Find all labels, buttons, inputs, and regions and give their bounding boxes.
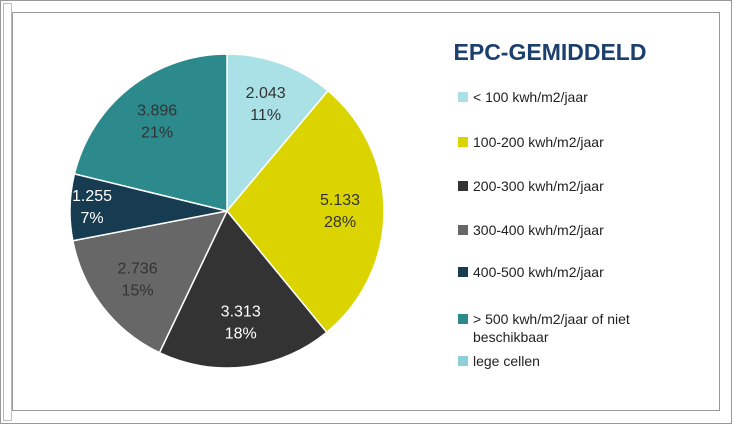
legend-label: 100-200 kwh/m2/jaar	[473, 134, 604, 150]
percent-label: 18%	[225, 325, 257, 342]
legend-label: < 100 kwh/m2/jaar	[473, 89, 588, 105]
pie-slice	[71, 209, 229, 354]
legend-label: 300-400 kwh/m2/jaar	[473, 222, 604, 238]
legend-label: 400-500 kwh/m2/jaar	[473, 264, 604, 280]
pie-slice	[226, 53, 330, 214]
value-label: 1.255	[72, 188, 112, 205]
pie-slice	[158, 209, 328, 369]
plot-frame	[12, 12, 720, 411]
legend-swatch	[458, 225, 468, 235]
percent-label: 15%	[122, 282, 154, 299]
side-strip	[3, 3, 12, 421]
legend-item: 400-500 kwh/m2/jaar	[458, 263, 653, 281]
legend-item: < 100 kwh/m2/jaar	[458, 88, 653, 106]
value-label: 5.133	[320, 192, 360, 209]
chart-title: EPC-GEMIDDELD	[454, 39, 647, 65]
pie-slice	[73, 53, 228, 212]
legend-swatch	[458, 267, 468, 277]
value-label: 3.896	[137, 102, 177, 119]
legend-swatch	[458, 137, 468, 147]
legend-swatch	[458, 181, 468, 191]
legend-label: 200-300 kwh/m2/jaar	[473, 178, 604, 194]
value-label: 2.043	[246, 85, 286, 102]
legend-label: > 500 kwh/m2/jaar of niet beschikbaar	[473, 311, 630, 345]
percent-label: 7%	[80, 210, 103, 227]
legend-swatch	[458, 314, 468, 324]
legend-swatch	[458, 92, 468, 102]
value-label: 3.313	[221, 303, 261, 320]
legend-item: lege cellen	[458, 352, 653, 370]
legend-item: > 500 kwh/m2/jaar of niet beschikbaar	[458, 310, 653, 346]
legend-swatch	[458, 356, 468, 366]
legend-label: lege cellen	[473, 353, 540, 369]
legend-item: 100-200 kwh/m2/jaar	[458, 133, 653, 151]
legend-item: 200-300 kwh/m2/jaar	[458, 177, 653, 195]
legend-item: 300-400 kwh/m2/jaar	[458, 221, 653, 239]
percent-label: 21%	[141, 124, 173, 141]
value-label: 2.736	[118, 260, 158, 277]
percent-label: 28%	[324, 214, 356, 231]
percent-label: 11%	[250, 107, 281, 124]
pie-slice	[226, 89, 385, 334]
